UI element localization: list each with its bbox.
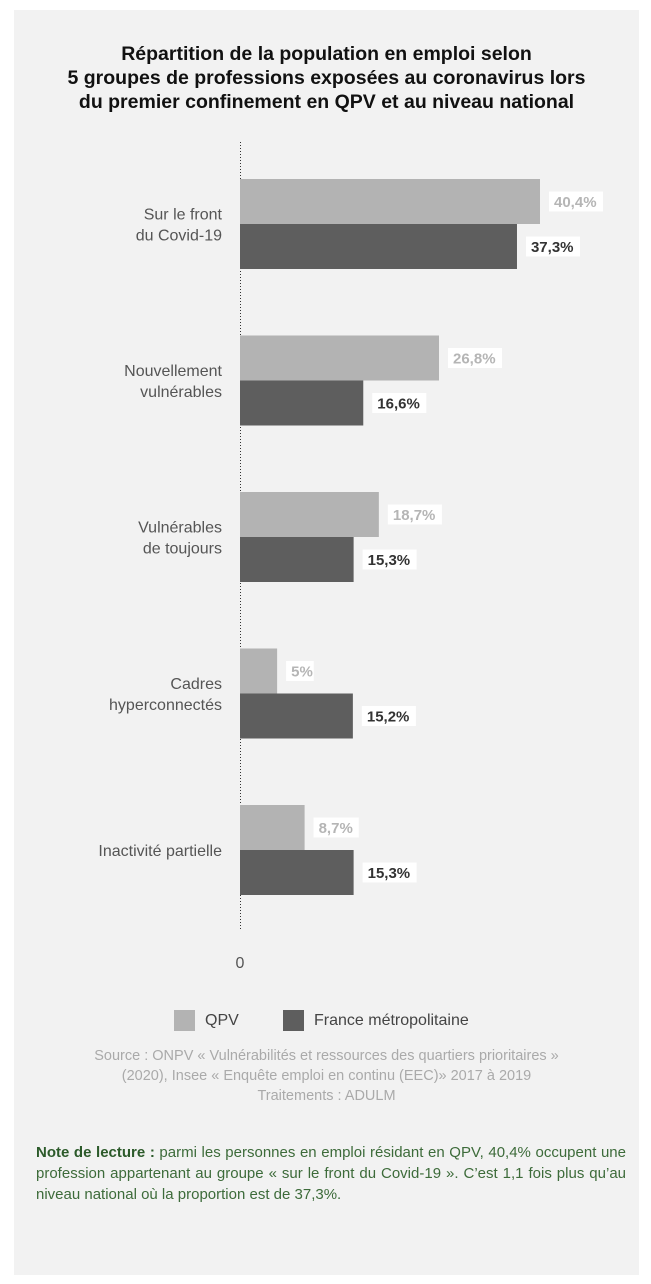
- bar-france: [240, 850, 354, 895]
- value-label-bg: [362, 862, 417, 883]
- bar-qpv: [240, 648, 278, 694]
- source-line: (2020), Insee « Enquête emploi en contin…: [121, 1068, 532, 1084]
- category-label: Nouvellement vulnérables: [124, 363, 222, 401]
- legend-swatch-france: [283, 1010, 304, 1031]
- value-label: 40,4%: [554, 194, 597, 211]
- note-text: parmi les personnes en emploi résidant e…: [36, 1144, 626, 1203]
- title-line: 5 groupes de professions exposées au cor…: [67, 67, 586, 89]
- category-label: Cadres hyperconnectés: [109, 676, 222, 714]
- value-label-bg: [362, 549, 417, 570]
- category-label: Sur le front du Covid-19: [136, 207, 223, 245]
- legend-label: QPV: [205, 1011, 239, 1029]
- bar-france: [240, 380, 364, 426]
- title-line: Répartition de la population en emploi s…: [121, 43, 532, 65]
- value-label-bg: [387, 504, 442, 525]
- legend-swatch-qpv: [174, 1010, 195, 1031]
- bar-france: [240, 224, 517, 269]
- value-label: 15,2%: [367, 709, 410, 726]
- bar-qpv: [240, 805, 305, 850]
- bar-qpv: [240, 492, 379, 537]
- bar-qpv: [240, 179, 540, 224]
- title-line: du premier confinement en QPV et au nive…: [78, 91, 575, 113]
- value-label: 5%: [291, 664, 313, 681]
- category-label: Vulnérables de toujours: [138, 520, 222, 558]
- value-label: 8,7%: [319, 820, 353, 837]
- value-label-bg: [549, 191, 603, 212]
- value-label-bg: [372, 393, 427, 413]
- note-lead: Note de lecture :: [36, 1144, 155, 1161]
- value-label-bg: [525, 236, 580, 257]
- value-label: 16,6%: [377, 396, 420, 413]
- legend-item-france: France métropolitaine: [283, 1010, 469, 1031]
- source-line: Source : ONPV « Vulnérabilités et ressou…: [94, 1048, 559, 1064]
- source-line: Traitements : ADULM: [257, 1088, 396, 1104]
- legend-item-qpv: QPV: [174, 1010, 239, 1031]
- value-label: 15,3%: [368, 552, 411, 569]
- x-tick-label: 0: [236, 955, 245, 972]
- reading-note: Note de lecture : parmi les personnes en…: [36, 1142, 626, 1205]
- legend-label: France métropolitaine: [314, 1011, 469, 1029]
- value-label-bg: [313, 817, 359, 838]
- legend: QPV France métropolitaine: [0, 1010, 651, 1036]
- value-label-bg: [448, 348, 503, 368]
- value-label-bg: [361, 706, 416, 726]
- bar-qpv: [240, 335, 440, 381]
- bar-chart: Sur le front du Covid-19 40,4% 37,3% Nouvell…: [98, 142, 603, 972]
- value-label: 18,7%: [393, 507, 436, 524]
- value-label-bg: [286, 661, 314, 681]
- bar-france: [240, 693, 353, 739]
- value-label: 37,3%: [531, 239, 574, 256]
- value-label: 26,8%: [453, 351, 496, 368]
- bar-france: [240, 537, 354, 582]
- value-label: 15,3%: [368, 865, 411, 882]
- source-text: Source : ONPV « Vulnérabilités et ressou…: [22, 1046, 631, 1106]
- chart-title: Répartition de la population en emploi s…: [14, 42, 639, 114]
- category-label: Inactivité partielle: [98, 843, 222, 860]
